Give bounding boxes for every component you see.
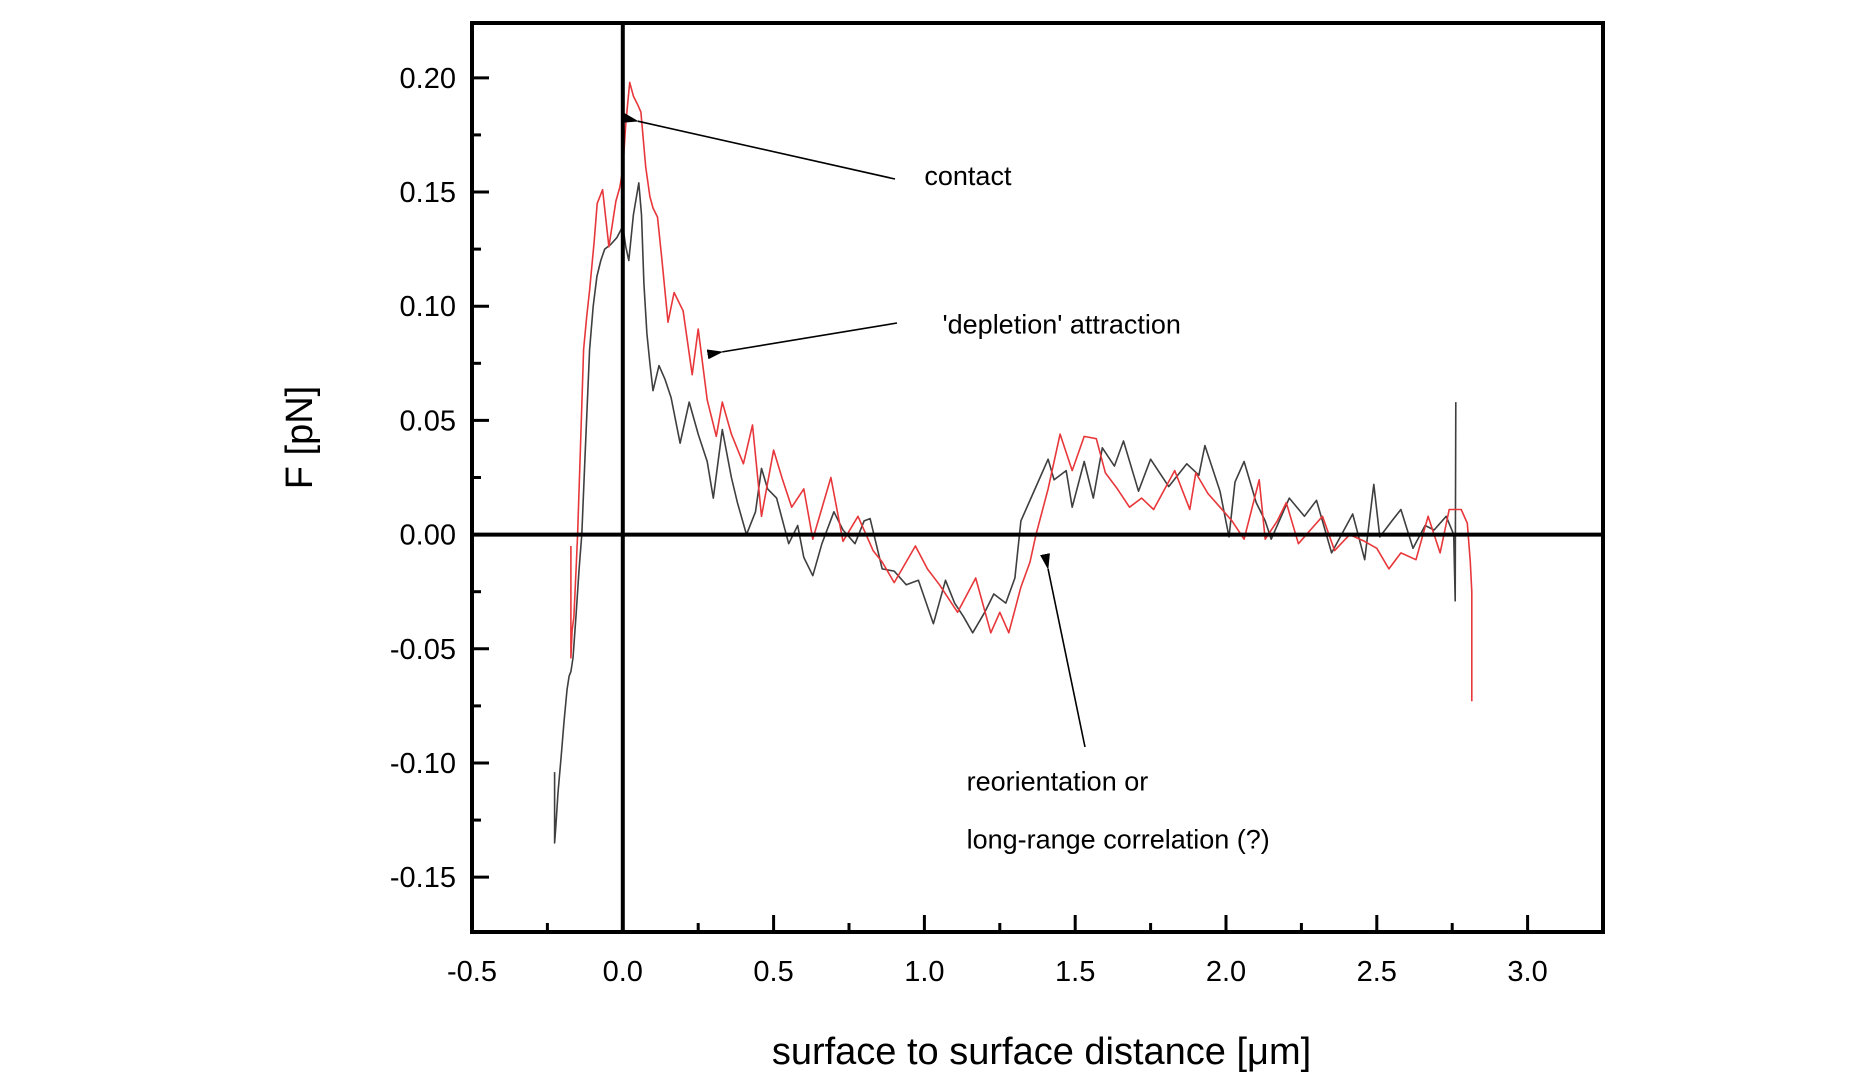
annotation-label: long-range correlation (?)	[967, 824, 1270, 854]
x-tick-label: 3.0	[1507, 956, 1547, 988]
x-tick-label: 1.0	[904, 956, 944, 988]
y-tick-label: 0.00	[400, 520, 456, 552]
y-tick-label: 0.15	[400, 177, 456, 209]
annotation-arrow	[1040, 553, 1086, 748]
annotation-label: reorientation or	[967, 766, 1149, 796]
y-tick-label: 0.05	[400, 405, 456, 437]
annotation-label: 'depletion' attraction	[942, 310, 1180, 340]
x-tick-label: 2.5	[1357, 956, 1397, 988]
y-tick-label: 0.10	[400, 291, 456, 323]
y-axis-title: F [pN]	[279, 386, 321, 489]
annotations: contact 'depletion' attraction reorientati…	[622, 113, 1270, 854]
x-tick-label: 1.5	[1055, 956, 1095, 988]
series-line-gray	[553, 182, 1457, 844]
series-line-red	[570, 81, 1473, 702]
annotation-arrow	[706, 322, 898, 360]
y-tick-label: -0.05	[390, 634, 456, 666]
x-tick-label: 0.5	[753, 956, 793, 988]
y-tick-label: 0.20	[400, 63, 456, 95]
annotation-arrow	[622, 113, 896, 180]
x-tick-label: -0.5	[447, 956, 497, 988]
annotation-label: contact	[924, 161, 1012, 191]
x-tick-label: 0.0	[603, 956, 643, 988]
series-layer	[553, 81, 1473, 844]
x-tick-label: 2.0	[1206, 956, 1246, 988]
axis-ticks: -0.5 0.0 0.5 1.0 1.5 2.0 2.5 3.0 -0.15 -0.10 -0.05…	[390, 63, 1548, 988]
reference-lines	[472, 23, 1603, 932]
x-axis-title: surface to surface distance [μm]	[772, 1031, 1311, 1073]
y-tick-label: -0.10	[390, 748, 456, 780]
y-tick-label: -0.15	[390, 862, 456, 894]
